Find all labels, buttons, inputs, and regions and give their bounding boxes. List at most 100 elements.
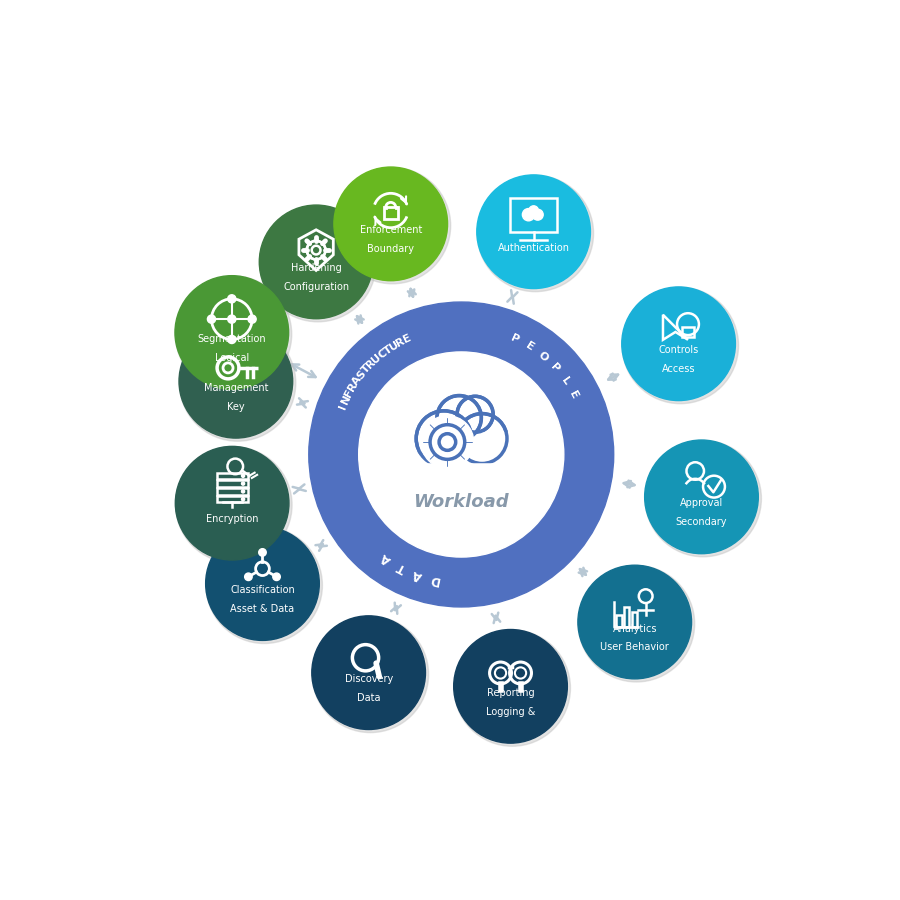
Text: D: D	[428, 572, 441, 587]
Circle shape	[207, 315, 215, 323]
Circle shape	[228, 336, 236, 344]
Bar	[616, 615, 622, 627]
Text: R: R	[395, 336, 407, 348]
Circle shape	[622, 287, 739, 404]
Circle shape	[430, 425, 464, 459]
Text: A: A	[411, 567, 424, 582]
Circle shape	[334, 167, 447, 281]
Text: C: C	[376, 348, 389, 361]
Circle shape	[259, 205, 376, 322]
Text: T: T	[360, 364, 373, 375]
Text: Configuration: Configuration	[284, 283, 349, 293]
Circle shape	[645, 440, 761, 557]
Text: F: F	[343, 388, 356, 399]
Circle shape	[457, 396, 493, 432]
Circle shape	[359, 352, 563, 557]
Text: Asset & Data: Asset & Data	[230, 604, 294, 614]
Circle shape	[228, 295, 236, 303]
Circle shape	[259, 205, 373, 319]
Circle shape	[241, 474, 245, 477]
Bar	[217, 496, 248, 502]
Circle shape	[179, 325, 296, 441]
Circle shape	[311, 616, 426, 730]
Text: Logical: Logical	[215, 353, 249, 363]
Text: Encryption: Encryption	[206, 514, 258, 524]
Text: User Behavior: User Behavior	[600, 643, 669, 652]
Circle shape	[439, 434, 455, 450]
Circle shape	[258, 549, 266, 556]
Bar	[632, 612, 637, 627]
Text: Enforcement: Enforcement	[360, 225, 422, 236]
Circle shape	[176, 446, 289, 560]
Text: P: P	[548, 362, 562, 374]
Text: S: S	[356, 369, 368, 382]
Circle shape	[312, 616, 428, 733]
Circle shape	[248, 315, 256, 323]
Text: R: R	[346, 381, 359, 393]
Text: Logging &: Logging &	[486, 706, 536, 716]
Text: E: E	[401, 333, 413, 345]
Text: N: N	[339, 393, 353, 406]
Text: A: A	[350, 374, 364, 387]
Text: Boundary: Boundary	[367, 244, 414, 254]
Text: O: O	[536, 350, 550, 364]
Circle shape	[416, 410, 472, 466]
Text: E: E	[568, 389, 580, 400]
Bar	[682, 328, 694, 337]
Circle shape	[206, 526, 320, 641]
Circle shape	[457, 414, 507, 464]
Circle shape	[241, 498, 245, 500]
Text: E: E	[524, 340, 536, 353]
Text: Management: Management	[203, 382, 268, 392]
Circle shape	[578, 565, 691, 679]
Bar	[217, 472, 248, 479]
Text: Classification: Classification	[230, 585, 295, 595]
Text: U: U	[388, 339, 400, 353]
Bar	[509, 198, 557, 231]
Text: U: U	[370, 352, 383, 365]
Text: P: P	[509, 333, 521, 346]
Bar	[217, 481, 248, 487]
Circle shape	[421, 416, 473, 468]
Circle shape	[179, 324, 292, 438]
Text: Discovery: Discovery	[345, 674, 392, 684]
Circle shape	[206, 527, 322, 644]
Circle shape	[477, 176, 594, 292]
Circle shape	[644, 440, 759, 554]
Circle shape	[454, 630, 571, 746]
Text: Segmentation: Segmentation	[197, 334, 266, 344]
Text: L: L	[559, 375, 572, 386]
Bar	[384, 207, 398, 220]
Circle shape	[245, 573, 252, 580]
Circle shape	[578, 565, 695, 682]
Text: Approval: Approval	[680, 499, 723, 508]
Text: Reporting: Reporting	[487, 688, 535, 698]
Circle shape	[454, 629, 567, 743]
Circle shape	[334, 167, 451, 284]
Circle shape	[437, 396, 482, 440]
Text: I: I	[338, 403, 348, 410]
Text: Authentication: Authentication	[498, 243, 570, 253]
Circle shape	[176, 276, 292, 392]
Bar	[624, 608, 629, 627]
Circle shape	[529, 206, 538, 215]
Text: Hardening: Hardening	[291, 264, 341, 274]
Circle shape	[175, 275, 289, 390]
Text: Workload: Workload	[413, 492, 509, 510]
Circle shape	[622, 287, 735, 400]
Circle shape	[522, 209, 535, 220]
Circle shape	[477, 175, 590, 289]
Text: A: A	[379, 550, 394, 565]
Text: Secondary: Secondary	[676, 518, 727, 527]
Circle shape	[309, 302, 614, 607]
Circle shape	[241, 482, 245, 485]
Text: T: T	[382, 344, 394, 356]
Text: Key: Key	[227, 401, 245, 411]
Circle shape	[241, 490, 245, 493]
Circle shape	[532, 209, 544, 220]
Circle shape	[228, 315, 236, 323]
Text: Analytics: Analytics	[613, 624, 657, 634]
Circle shape	[176, 446, 292, 563]
Bar	[419, 432, 509, 465]
Circle shape	[273, 573, 280, 580]
